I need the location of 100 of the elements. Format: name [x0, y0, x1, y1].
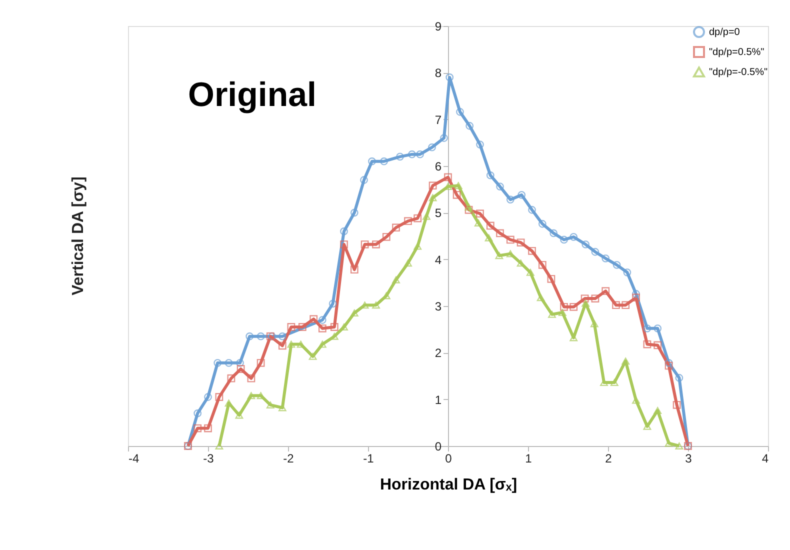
point — [298, 323, 306, 331]
point — [215, 442, 224, 450]
point — [224, 400, 233, 407]
y-tick-label: 4 — [434, 252, 442, 267]
point — [318, 340, 326, 348]
point — [444, 173, 452, 182]
point — [654, 341, 662, 350]
point — [623, 268, 632, 276]
point — [664, 362, 673, 370]
point — [318, 324, 326, 332]
legend-label: "dp/p=0.5%" — [709, 47, 765, 58]
point — [560, 302, 568, 311]
point — [247, 392, 256, 400]
y-tick-label: 8 — [434, 66, 442, 80]
point — [548, 310, 556, 318]
point — [560, 236, 568, 244]
point — [518, 190, 526, 199]
x-tick-label: -2 — [283, 452, 294, 466]
point — [496, 229, 504, 238]
point — [464, 206, 473, 214]
point — [246, 332, 254, 340]
point — [602, 287, 610, 296]
point — [194, 409, 202, 418]
point — [590, 320, 598, 328]
point — [464, 204, 473, 211]
point — [278, 342, 286, 350]
point — [654, 407, 662, 414]
point — [476, 210, 484, 218]
point — [486, 222, 494, 230]
point — [632, 290, 640, 298]
x-axis-title: Horizontal DA [σₓ] — [380, 476, 518, 494]
point — [474, 219, 482, 226]
point — [580, 294, 589, 302]
y-tick-label: 2 — [434, 346, 442, 360]
point — [328, 300, 337, 308]
y-tick-label: 6 — [434, 160, 442, 174]
point — [550, 229, 558, 238]
point — [516, 238, 525, 246]
point — [602, 254, 610, 262]
point — [440, 134, 448, 142]
point — [392, 276, 400, 284]
point — [340, 323, 348, 331]
point — [643, 422, 652, 430]
x-tick-label: -1 — [363, 452, 374, 466]
point — [558, 309, 566, 316]
point — [350, 208, 358, 217]
point — [622, 358, 630, 365]
legend-label: "dp/p=-0.5%" — [709, 67, 768, 78]
point — [528, 206, 536, 214]
point — [528, 246, 536, 255]
x-tick-label: 4 — [762, 452, 769, 466]
y-tick-label: 0 — [434, 440, 442, 454]
point — [428, 182, 437, 190]
point — [672, 400, 681, 409]
point — [396, 152, 404, 161]
point — [570, 232, 578, 241]
point — [526, 268, 534, 276]
point — [570, 302, 578, 311]
point — [247, 374, 256, 382]
point — [466, 122, 474, 130]
point — [495, 252, 504, 260]
point — [516, 260, 525, 267]
legend-label: dp/p=0 — [709, 27, 740, 38]
x-tick-label: 1 — [525, 452, 532, 466]
point — [310, 315, 318, 324]
point — [675, 374, 684, 382]
point — [266, 401, 274, 408]
point — [476, 140, 484, 148]
point — [350, 309, 358, 317]
point — [446, 73, 454, 82]
y-tick-label: 9 — [434, 20, 442, 34]
point — [591, 248, 600, 256]
point — [372, 240, 380, 248]
point — [287, 340, 296, 348]
y-tick-label: 1 — [434, 392, 442, 407]
point — [506, 250, 514, 258]
point — [256, 392, 265, 400]
point — [452, 190, 461, 199]
point — [224, 358, 233, 367]
point — [610, 379, 618, 386]
point — [600, 379, 608, 386]
point — [484, 234, 493, 242]
point — [194, 424, 202, 432]
x-tick-label: -4 — [128, 452, 140, 466]
x-tick-label: 3 — [685, 452, 692, 466]
point — [428, 143, 436, 152]
point — [506, 236, 514, 244]
point — [360, 176, 368, 184]
point — [643, 340, 652, 348]
point — [632, 294, 640, 302]
point — [664, 440, 673, 447]
point — [215, 393, 224, 401]
y-tick-label: 7 — [434, 112, 442, 127]
point — [350, 266, 358, 274]
point — [392, 224, 400, 232]
point — [506, 196, 514, 204]
point — [496, 182, 504, 190]
point — [278, 404, 286, 412]
x-tick-label: 2 — [605, 452, 612, 466]
point — [404, 217, 412, 226]
